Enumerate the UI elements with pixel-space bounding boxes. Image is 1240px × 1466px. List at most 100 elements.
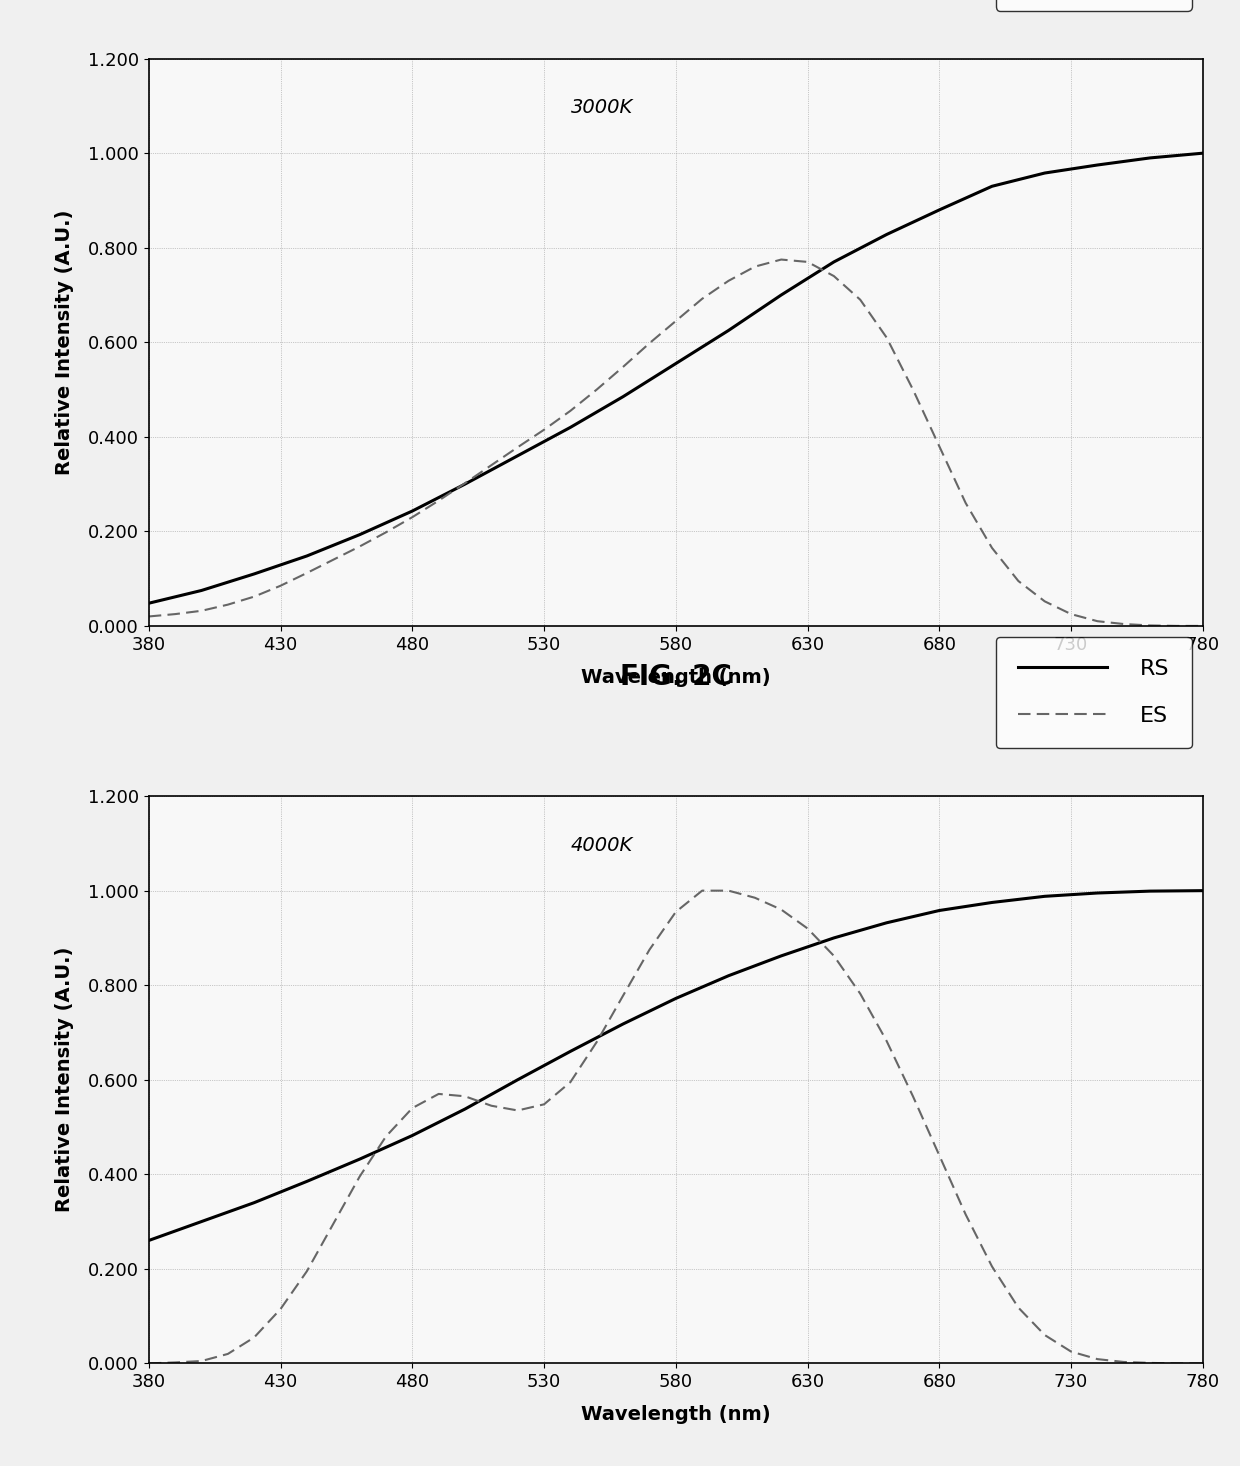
Line: RS: RS — [149, 891, 1203, 1240]
RS — [510, 447, 525, 465]
ES — [247, 588, 262, 605]
ES — [879, 1032, 894, 1050]
RS — [1090, 157, 1105, 174]
ES — [326, 551, 341, 569]
ES — [826, 947, 841, 965]
ES — [1011, 572, 1025, 589]
ES — [932, 1146, 947, 1164]
RS — [616, 388, 631, 406]
RS — [985, 894, 999, 912]
Line: ES: ES — [149, 891, 1203, 1363]
RS — [932, 201, 947, 218]
RS — [932, 902, 947, 919]
X-axis label: Wavelength (nm): Wavelength (nm) — [582, 1404, 770, 1423]
ES — [1038, 1327, 1053, 1344]
ES — [563, 402, 578, 419]
ES — [774, 900, 789, 918]
ES — [273, 578, 288, 595]
RS — [879, 226, 894, 243]
ES — [800, 919, 815, 937]
ES — [694, 883, 709, 900]
ES — [405, 1100, 420, 1117]
RS — [722, 968, 737, 985]
ES — [748, 258, 763, 276]
ES — [563, 1073, 578, 1091]
ES — [853, 290, 868, 308]
ES — [537, 1095, 552, 1113]
RS — [563, 1042, 578, 1060]
RS — [985, 177, 999, 195]
ES — [905, 1088, 920, 1105]
RS — [1038, 164, 1053, 182]
ES — [616, 358, 631, 375]
Y-axis label: Relative Intensity (A.U.): Relative Intensity (A.U.) — [55, 210, 74, 475]
RS — [826, 929, 841, 947]
RS — [510, 1072, 525, 1089]
RS — [1142, 150, 1157, 167]
RS — [1090, 884, 1105, 902]
RS — [299, 547, 314, 564]
Line: RS: RS — [149, 152, 1203, 603]
ES — [1064, 1343, 1079, 1360]
ES — [589, 1034, 604, 1051]
ES — [299, 1262, 314, 1280]
RS — [774, 947, 789, 965]
RS — [774, 286, 789, 303]
ES — [378, 523, 393, 541]
ES — [879, 328, 894, 346]
RS — [826, 254, 841, 271]
RS — [405, 1127, 420, 1145]
ES — [167, 605, 182, 623]
ES — [800, 254, 815, 271]
ES — [167, 1353, 182, 1371]
ES — [1142, 617, 1157, 635]
ES — [932, 437, 947, 454]
ES — [193, 603, 208, 620]
ES — [985, 1258, 999, 1275]
ES — [193, 1352, 208, 1369]
RS — [352, 526, 367, 544]
RS — [193, 1212, 208, 1230]
RS — [458, 475, 472, 493]
RS — [141, 1231, 156, 1249]
ES — [537, 421, 552, 438]
ES — [378, 1127, 393, 1145]
ES — [352, 538, 367, 556]
ES — [1169, 1355, 1184, 1372]
ES — [722, 883, 737, 900]
ES — [668, 903, 683, 921]
ES — [959, 1205, 973, 1223]
ES — [1142, 1355, 1157, 1372]
RS — [141, 594, 156, 611]
Legend: RS, ES: RS, ES — [996, 0, 1192, 10]
ES — [1064, 605, 1079, 623]
RS — [1195, 144, 1210, 161]
Title: FIG. 2C: FIG. 2C — [620, 663, 732, 690]
RS — [668, 355, 683, 372]
RS — [1142, 883, 1157, 900]
ES — [1195, 1355, 1210, 1372]
ES — [141, 608, 156, 626]
ES — [1011, 1299, 1025, 1316]
RS — [458, 1101, 472, 1119]
ES — [826, 267, 841, 284]
RS — [299, 1173, 314, 1190]
ES — [432, 1085, 446, 1102]
ES — [510, 1101, 525, 1119]
ES — [905, 381, 920, 399]
ES — [510, 438, 525, 456]
RS — [247, 1193, 262, 1211]
ES — [299, 564, 314, 582]
ES — [748, 888, 763, 906]
Text: 4000K: 4000K — [570, 836, 634, 855]
ES — [694, 290, 709, 308]
ES — [484, 456, 498, 474]
ES — [722, 273, 737, 290]
ES — [1090, 613, 1105, 630]
ES — [352, 1168, 367, 1186]
RS — [247, 564, 262, 582]
ES — [668, 312, 683, 330]
ES — [853, 985, 868, 1003]
ES — [589, 381, 604, 399]
ES — [273, 1300, 288, 1318]
